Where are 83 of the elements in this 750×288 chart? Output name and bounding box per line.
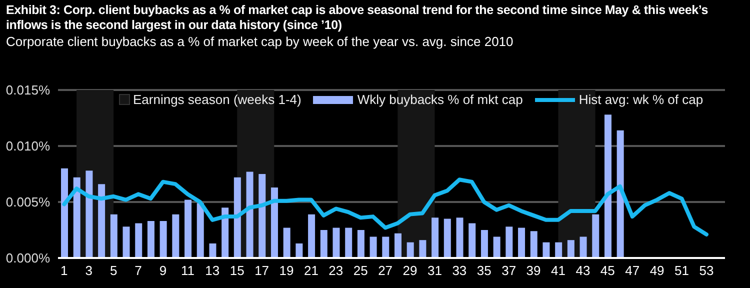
- bar: [332, 228, 340, 258]
- x-tick-label: 17: [254, 263, 270, 278]
- bar: [86, 170, 93, 258]
- y-tick-label: 0.000%: [6, 250, 50, 266]
- bar: [345, 228, 352, 258]
- x-tick-label: 5: [110, 263, 118, 278]
- bar: [406, 242, 414, 258]
- x-tick-label: 3: [85, 263, 92, 278]
- x-tick-label: 53: [699, 263, 714, 278]
- x-tick-label: 35: [476, 263, 492, 278]
- bar: [530, 231, 538, 258]
- bar: [567, 240, 574, 258]
- x-tick-label: 15: [230, 263, 244, 278]
- bar: [61, 168, 68, 258]
- x-tick-label: 47: [625, 263, 640, 278]
- bar: [296, 243, 303, 258]
- bar: [184, 200, 192, 258]
- x-tick-label: 23: [328, 263, 344, 278]
- x-tick-label: 39: [526, 263, 541, 278]
- bar: [604, 114, 612, 258]
- x-tick-label: 31: [427, 263, 442, 278]
- bar: [493, 236, 500, 258]
- bar: [122, 226, 130, 258]
- bar: [444, 218, 451, 258]
- legend-label: Hist avg: wk % of cap: [578, 92, 704, 107]
- bar: [432, 218, 439, 258]
- bar: [283, 228, 290, 258]
- bar: [394, 233, 402, 258]
- y-tick-label: 0.010%: [6, 138, 50, 154]
- bar: [98, 184, 106, 258]
- x-tick-label: 25: [353, 263, 368, 278]
- bar: [73, 177, 80, 258]
- x-tick-label: 21: [304, 263, 318, 278]
- bar: [209, 243, 216, 258]
- bar: [518, 228, 526, 258]
- bar: [110, 214, 118, 258]
- bar: [270, 187, 278, 258]
- bar: [542, 242, 550, 258]
- bar: [419, 240, 426, 258]
- bar: [135, 223, 142, 258]
- bar: [258, 174, 266, 258]
- x-tick-label: 27: [378, 263, 393, 278]
- bar: [147, 221, 154, 258]
- x-tick-label: 37: [502, 263, 516, 278]
- x-tick-label: 49: [650, 263, 664, 278]
- band-label: Earnings season (weeks 1-4): [132, 92, 302, 107]
- bar: [172, 214, 180, 258]
- bar: [370, 236, 377, 258]
- bar: [308, 214, 316, 258]
- bar: [382, 236, 390, 258]
- x-tick-label: 9: [159, 263, 167, 278]
- x-tick-label: 45: [600, 263, 615, 278]
- y-tick-label: 0.005%: [6, 194, 50, 210]
- bar: [222, 208, 229, 258]
- bar: [506, 226, 513, 258]
- line-series: [62, 178, 708, 236]
- bar: [320, 230, 328, 258]
- bar: [456, 218, 464, 258]
- bar: [592, 214, 600, 258]
- x-tick-label: 29: [402, 263, 418, 278]
- chart-title: Exhibit 3: Corp. client buybacks as a % of market cap is above seasonal trend for the second time since May & this week’s inflows is the second largest in our data history (since ’10): [6, 3, 709, 33]
- bar: [246, 172, 254, 258]
- bar: [580, 236, 587, 258]
- x-tick-label: 51: [674, 263, 690, 278]
- bar: [480, 230, 488, 258]
- bar: [555, 242, 562, 258]
- bar: [357, 230, 364, 258]
- bar: [616, 130, 624, 258]
- bar: [234, 177, 241, 258]
- x-tick-label: 11: [180, 263, 194, 278]
- x-tick-label: 41: [551, 263, 566, 278]
- x-tick-label: 1: [60, 263, 68, 278]
- chart-subtitle: Corporate client buybacks as a % of market cap by week of the year vs. avg. since 2010: [6, 34, 514, 50]
- x-tick-label: 19: [279, 263, 294, 278]
- x-tick-label: 13: [205, 263, 220, 278]
- bar: [468, 223, 476, 258]
- x-tick-label: 43: [576, 263, 590, 278]
- bar: [160, 221, 167, 258]
- x-tick-label: 7: [134, 263, 142, 278]
- y-tick-label: 0.015%: [6, 82, 50, 98]
- legend-label: Wkly buybacks % of mkt cap: [356, 92, 523, 107]
- x-tick-label: 33: [452, 263, 467, 278]
- bar: [196, 203, 204, 258]
